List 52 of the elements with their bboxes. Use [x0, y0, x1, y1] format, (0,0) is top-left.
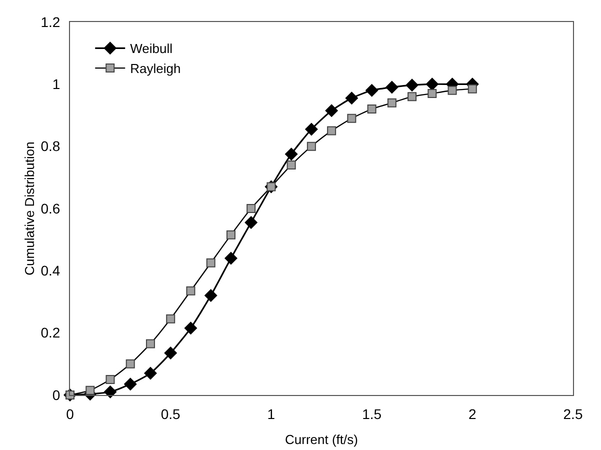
- point: [186, 286, 196, 296]
- point: [226, 230, 236, 240]
- point: [347, 114, 356, 123]
- x-tick-label: 2.5: [563, 406, 583, 422]
- point: [166, 314, 176, 324]
- legend-label: Rayleigh: [130, 61, 181, 76]
- y-tick-label: 0.8: [40, 138, 60, 154]
- y-tick-label: 1.2: [40, 14, 60, 30]
- point: [124, 378, 137, 391]
- x-tick-label: 0.5: [160, 406, 181, 422]
- point: [448, 86, 457, 95]
- point: [428, 88, 437, 98]
- y-tick-label: 0.4: [40, 262, 60, 279]
- point: [206, 258, 216, 268]
- point: [204, 289, 218, 302]
- point: [246, 204, 256, 213]
- point: [126, 359, 135, 368]
- point: [224, 252, 238, 265]
- point: [284, 148, 298, 161]
- y-axis-title: Cumulative Distribution: [22, 142, 37, 276]
- point: [244, 216, 258, 229]
- point: [104, 385, 117, 398]
- y-tick-label: 0: [52, 386, 60, 403]
- point: [286, 160, 296, 170]
- legend-label: Weibull: [130, 41, 173, 56]
- point: [426, 78, 439, 91]
- point: [184, 322, 198, 335]
- point: [468, 84, 477, 94]
- point: [106, 374, 115, 384]
- point: [146, 339, 155, 348]
- point: [327, 126, 336, 136]
- point: [306, 142, 316, 151]
- y-tick-label: 0.2: [40, 324, 60, 341]
- y-tick-label: 0.6: [40, 200, 60, 216]
- point: [408, 92, 417, 102]
- x-tick-label: 2: [468, 406, 476, 422]
- y-tick-label: 1: [52, 76, 60, 92]
- point: [345, 92, 358, 105]
- point: [385, 80, 398, 94]
- point: [144, 366, 157, 380]
- point: [387, 98, 396, 108]
- x-axis-title: Current (ft/s): [285, 432, 358, 447]
- point: [406, 78, 419, 92]
- x-tick-label: 1.5: [362, 406, 382, 422]
- x-tick-label: 1: [267, 406, 276, 422]
- point: [325, 104, 338, 118]
- point: [365, 84, 378, 97]
- point: [367, 104, 376, 114]
- point: [164, 346, 178, 360]
- point: [86, 386, 95, 395]
- point: [304, 122, 318, 136]
- x-tick-label: 0: [66, 406, 74, 422]
